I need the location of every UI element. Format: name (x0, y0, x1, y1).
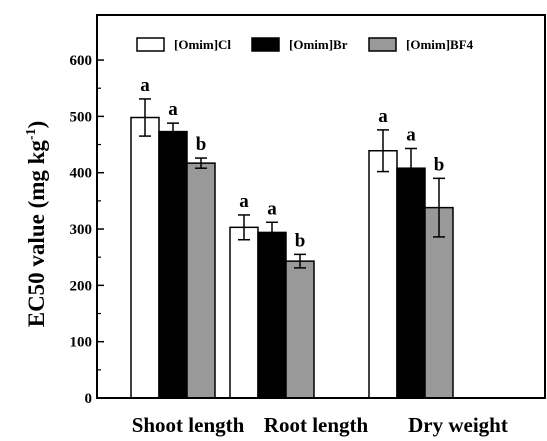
legend-swatch (368, 37, 397, 52)
significance-letter: a (267, 198, 277, 219)
bar (285, 260, 315, 399)
y-tick-label: 100 (70, 335, 93, 351)
legend-label: [Omim]Cl (174, 37, 231, 52)
significance-letter: a (168, 99, 178, 120)
bar (130, 116, 160, 399)
legend-label: [Omim]Br (289, 37, 348, 52)
category-label: Dry weight (408, 413, 508, 437)
bar (424, 206, 454, 399)
significance-letter: b (295, 230, 306, 251)
bars (130, 116, 454, 399)
bar (158, 130, 188, 399)
y-axis-label: EC50 value (mg kg-1) (24, 121, 49, 328)
category-label: Root length (264, 413, 369, 437)
significance-letter: a (239, 191, 249, 212)
y-tick-label: 0 (85, 391, 93, 407)
category-labels: Shoot length Root length Dry weight (132, 413, 508, 437)
y-axis-label-exponent: -1 (24, 128, 39, 140)
bar (396, 167, 426, 399)
significance-letter: b (196, 134, 207, 155)
legend-label: [Omim]BF4 (406, 37, 474, 52)
legend: [Omim]Cl [Omim]Br [Omim]BF4 (136, 37, 474, 52)
y-tick-label: 300 (70, 222, 93, 238)
y-tick-label: 500 (70, 109, 93, 125)
y-axis-label-main: EC50 value (mg kg (24, 140, 49, 328)
y-tick-label: 600 (70, 53, 93, 69)
y-axis-label-close: ) (24, 121, 49, 129)
y-tick-label: 400 (70, 166, 93, 182)
significance-letter: a (378, 106, 388, 127)
bar (186, 162, 216, 399)
error-bars (139, 98, 445, 269)
category-label: Shoot length (132, 413, 245, 437)
bar (229, 226, 259, 399)
bar (257, 231, 287, 399)
bar (368, 149, 398, 399)
y-tick-label: 200 (70, 278, 93, 294)
significance-letter: a (406, 124, 416, 145)
significance-letter: a (140, 75, 150, 96)
y-axis-ticks: 0 100 200 300 400 500 600 (70, 53, 104, 407)
legend-swatch (136, 37, 165, 52)
legend-swatch (251, 37, 280, 52)
significance-letter: b (434, 154, 445, 175)
plot-frame (96, 14, 546, 399)
